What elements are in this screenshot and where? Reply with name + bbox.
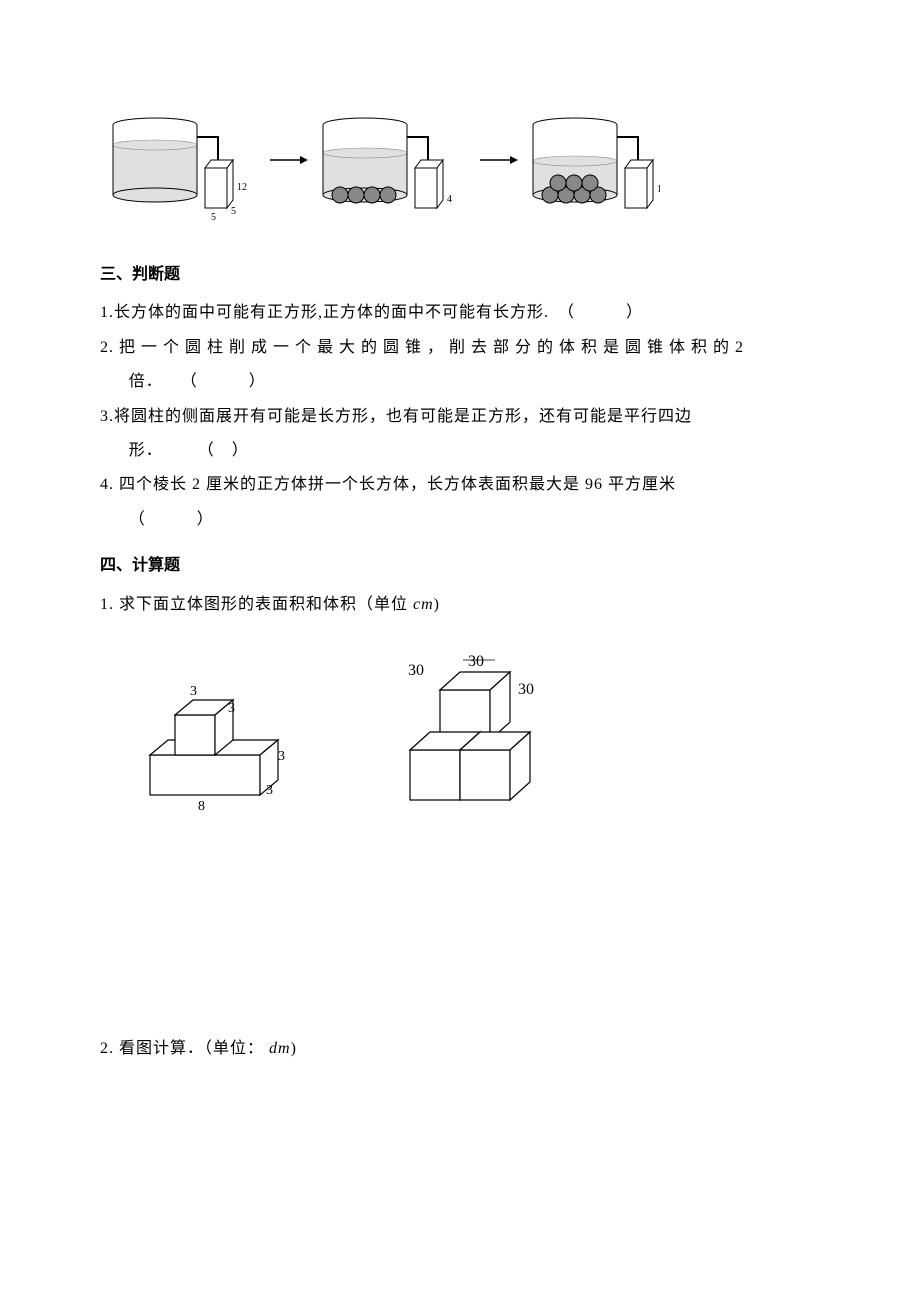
calc-figures: 3 3 3 3 8 30 30: [100, 650, 820, 830]
q3-2a: 2. 把 一 个 圆 柱 削 成 一 个 最 大 的 圆 锥 ， 削 去 部 分…: [100, 333, 820, 363]
fig2-label-tr: 30: [518, 681, 534, 698]
calc-figure-1-svg: 3 3 3 3 8: [130, 650, 310, 820]
section-3-heading: 三、判断题: [100, 260, 820, 290]
top-figure-row: 12 5 5: [100, 110, 820, 220]
q4-1-unit: cm: [413, 596, 434, 613]
q4-2: 2. 看图计算．（单位： dm): [100, 1034, 820, 1064]
q3-4b: （ ）: [100, 505, 820, 535]
spacer: [100, 830, 820, 1030]
q3-3b: 形． （ ）: [100, 436, 820, 466]
q4-2-prefix: 2. 看图计算．（单位：: [100, 1040, 264, 1057]
fig1-label-r1: 3: [278, 749, 285, 764]
q4-2-unit: dm: [269, 1040, 291, 1057]
q3-1: 1.长方体的面中可能有正方形,正方体的面中不可能有长方形. （ ）: [100, 298, 820, 328]
fig1-label-b: 8: [198, 799, 205, 814]
q4-1-prefix: 1. 求下面立体图形的表面积和体积（单位: [100, 596, 408, 613]
svg-text:4: 4: [447, 194, 452, 205]
calc-figure-2-svg: 30 30 30: [370, 650, 590, 830]
q4-1-suffix: ): [434, 596, 440, 613]
svg-text:12: 12: [237, 182, 247, 193]
section-4-heading: 四、计算题: [100, 551, 820, 581]
fig1-label-r2: 3: [266, 783, 273, 798]
fig1-label-top2: 3: [228, 701, 235, 716]
fig1-label-top1: 3: [190, 684, 197, 699]
page: 12 5 5: [0, 0, 920, 1302]
fig2-label-tl: 30: [408, 662, 424, 679]
q4-1: 1. 求下面立体图形的表面积和体积（单位 cm): [100, 590, 820, 620]
q4-2-suffix: ): [291, 1040, 297, 1057]
fig2-label-tt: 30: [468, 653, 484, 670]
q3-4a: 4. 四个棱长 2 厘米的正方体拼一个长方体，长方体表面积最大是 96 平方厘米: [100, 470, 820, 500]
svg-text:10: 10: [657, 184, 660, 195]
q3-2b: 倍． （ ）: [100, 367, 820, 397]
beaker-sequence-svg: 12 5 5: [100, 110, 660, 220]
svg-text:5: 5: [231, 206, 236, 217]
q3-3a: 3.将圆柱的侧面展开有可能是长方形，也有可能是正方形，还有可能是平行四边: [100, 402, 820, 432]
svg-text:5: 5: [211, 212, 216, 220]
